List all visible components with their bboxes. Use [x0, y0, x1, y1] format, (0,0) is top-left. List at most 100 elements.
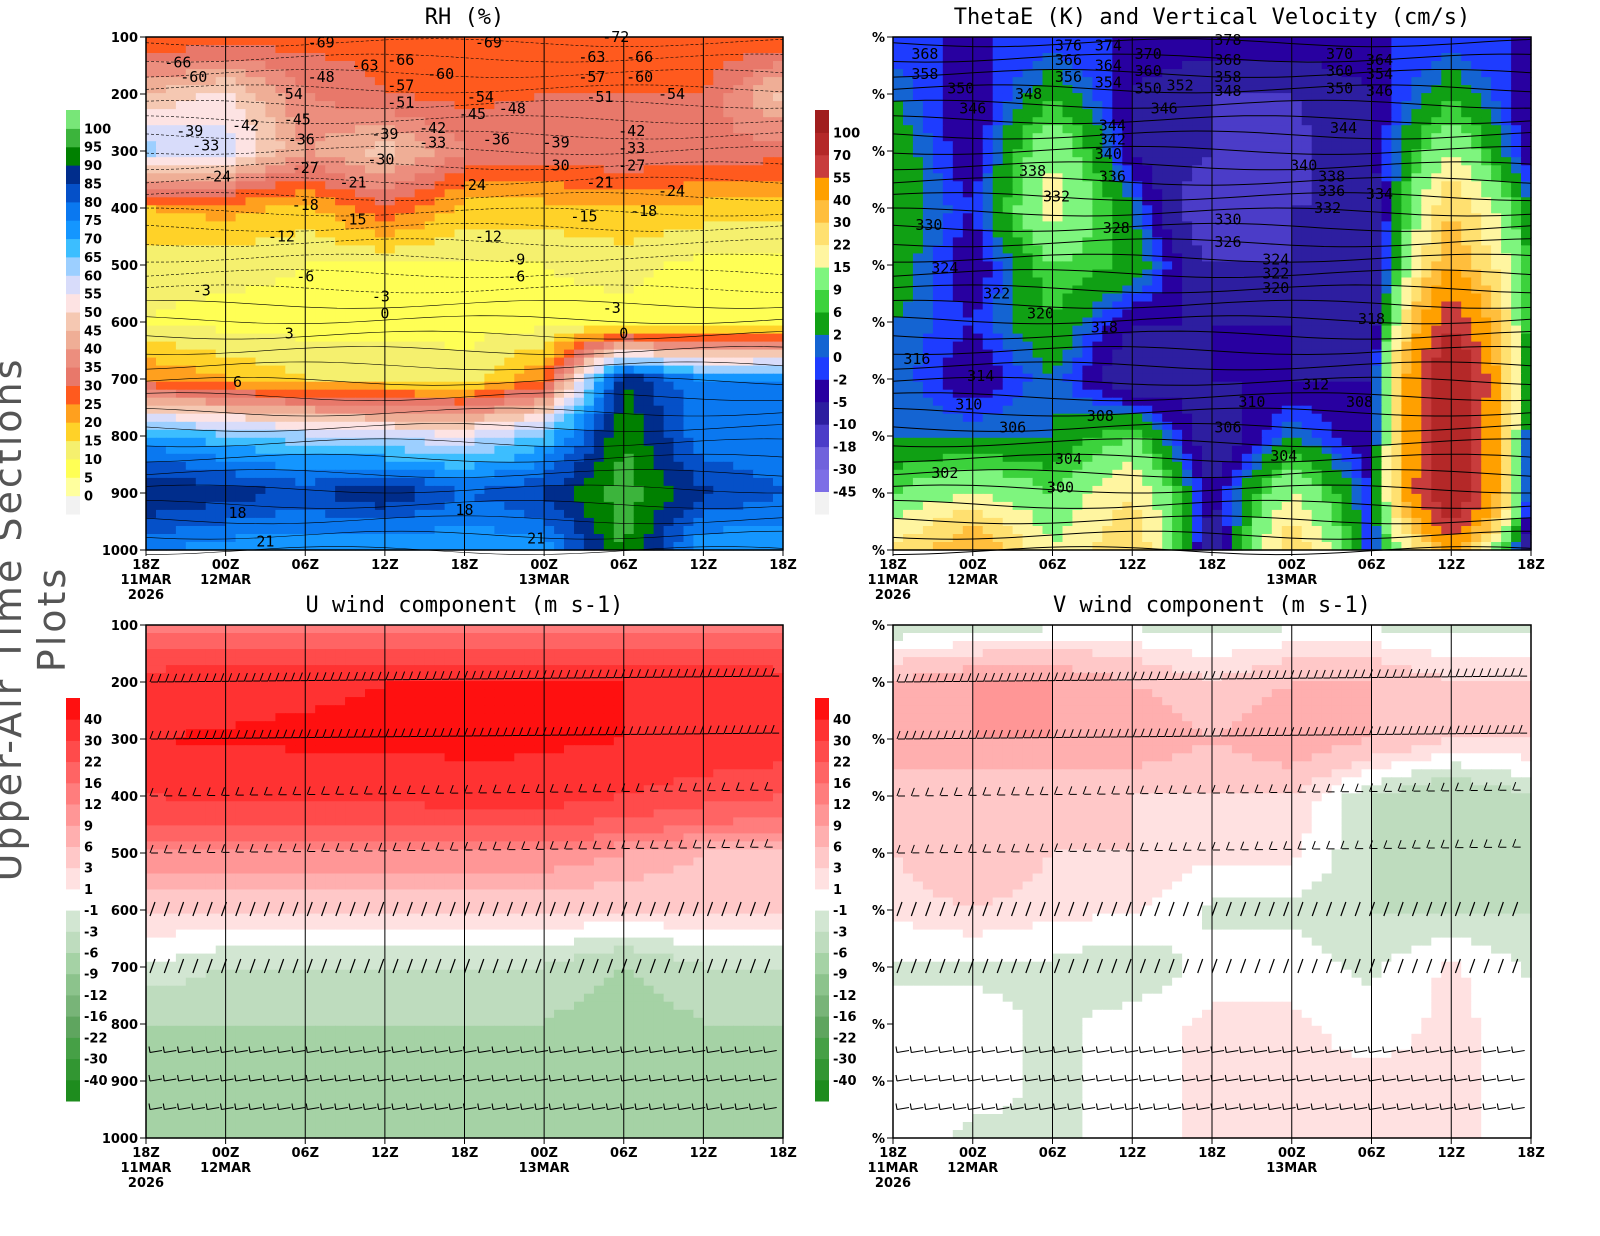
field-cell: [384, 53, 396, 62]
field-cell: [623, 237, 635, 246]
field-cell: [275, 349, 286, 359]
field-cell: [524, 269, 535, 279]
field-cell: [205, 413, 217, 423]
field-cell: [146, 445, 157, 455]
field-cell: [444, 277, 456, 287]
field-cell: [1222, 77, 1233, 86]
field-cell: [623, 173, 635, 182]
field-cell: [404, 437, 416, 447]
field-cell: [454, 509, 466, 519]
field-cell: [593, 117, 605, 126]
field-cell: [424, 125, 436, 134]
field-cell: [1152, 37, 1163, 46]
field-cell: [603, 45, 615, 54]
field-cell: [195, 181, 207, 190]
field-cell: [185, 229, 197, 238]
field-cell: [315, 261, 326, 270]
field-cell: [325, 141, 336, 150]
field-cell: [494, 469, 505, 479]
field-cell: [583, 117, 595, 126]
field-cell: [285, 277, 296, 287]
field-cell: [424, 357, 436, 367]
field-cell: [524, 421, 535, 431]
field-cell: [1311, 45, 1323, 54]
contour-line: [145, 284, 784, 294]
field-cell: [215, 101, 227, 110]
field-cell: [554, 181, 565, 190]
field-cell: [763, 317, 774, 327]
field-cell: [1491, 45, 1502, 54]
field-cell: [1092, 101, 1103, 110]
field-cell: [593, 253, 605, 262]
field-cell: [693, 501, 704, 511]
field-cell: [355, 373, 366, 383]
field-cell: [564, 261, 575, 270]
field-cell: [673, 261, 685, 270]
field-cell: [1172, 85, 1183, 94]
field-cell: [384, 333, 396, 343]
field-cell: [424, 421, 436, 431]
field-cell: [544, 213, 555, 222]
field-cell: [175, 245, 187, 254]
field-cell: [1152, 77, 1163, 86]
field-cell: [384, 237, 396, 246]
field-cell: [1361, 45, 1373, 54]
field-cell: [723, 333, 734, 343]
field-cell: [215, 221, 227, 230]
field-cell: [1142, 109, 1153, 118]
field-cell: [633, 69, 645, 78]
field-cell: [404, 85, 416, 94]
field-cell: [355, 45, 366, 54]
field-cell: [345, 245, 356, 254]
field-cell: [235, 469, 247, 479]
field-cell: [404, 493, 416, 503]
field-cell: [713, 534, 724, 543]
field-cell: [484, 101, 495, 110]
field-cell: [753, 373, 764, 383]
field-cell: [912, 77, 924, 86]
field-cell: [703, 261, 714, 270]
field-cell: [394, 277, 406, 287]
field-cell: [683, 165, 695, 174]
field-cell: [1271, 101, 1283, 110]
field-cell: [315, 229, 326, 238]
field-cell: [285, 477, 296, 487]
field-cell: [763, 221, 774, 230]
field-cell: [156, 501, 167, 511]
field-cell: [603, 109, 615, 118]
field-cell: [514, 165, 525, 174]
field-cell: [613, 197, 625, 206]
field-cell: [404, 517, 416, 527]
field-cell: [763, 534, 774, 543]
field-cell: [414, 117, 426, 126]
field-cell: [484, 77, 495, 86]
field-cell: [932, 37, 944, 46]
field-cell: [365, 69, 376, 78]
field-cell: [1321, 37, 1333, 46]
field-cell: [444, 413, 456, 423]
field-cell: [265, 181, 276, 190]
field-cell: [265, 109, 276, 118]
field-cell: [1341, 37, 1353, 46]
colorbar-label: 100: [84, 122, 111, 137]
field-cell: [444, 389, 456, 399]
field-cell: [693, 341, 704, 351]
field-cell: [1471, 85, 1482, 94]
field-cell: [763, 493, 774, 503]
field-cell: [763, 333, 774, 343]
field-cell: [1182, 69, 1193, 78]
field-cell: [374, 317, 386, 327]
field-cell: [156, 349, 167, 359]
field-cell: [225, 277, 237, 287]
field-cell: [1321, 77, 1333, 86]
field-cell: [992, 45, 1004, 54]
field-cell: [663, 77, 675, 86]
field-cell: [325, 341, 336, 351]
field-cell: [504, 469, 515, 479]
colorbar-label: 30: [84, 380, 102, 395]
field-cell: [454, 373, 466, 383]
field-cell: [185, 301, 197, 311]
field-cell: [773, 229, 784, 238]
field-cell: [893, 117, 904, 126]
